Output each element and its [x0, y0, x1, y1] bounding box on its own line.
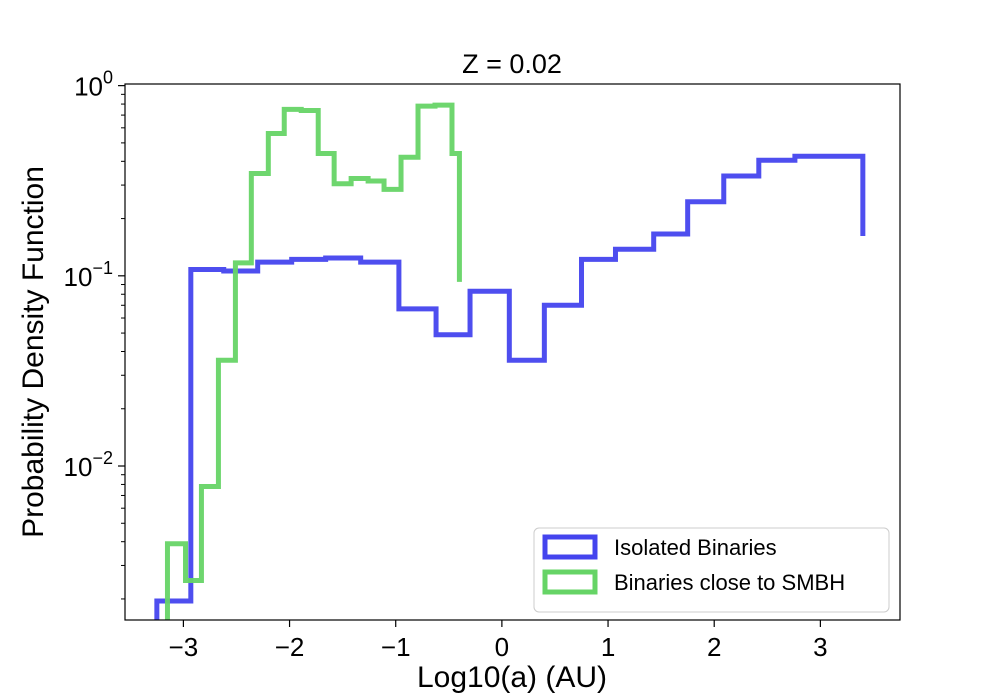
histogram-step-binaries-close-to-smbh [164, 102, 462, 620]
histogram-bin-binaries-close-to-smbh [384, 189, 401, 620]
histogram-bin-binaries-close-to-smbh [368, 181, 384, 620]
x-tick-label: −3 [169, 632, 199, 662]
y-tick-label: 10−2 [64, 448, 113, 482]
histogram-bin-binaries-close-to-smbh [167, 544, 185, 620]
x-tick-label: 2 [707, 632, 721, 662]
x-tick-label: 3 [813, 632, 827, 662]
legend-swatch-isolated-binaries [542, 534, 598, 560]
histogram-bin-binaries-close-to-smbh [401, 157, 418, 620]
histogram-bin-binaries-close-to-smbh [301, 111, 318, 620]
histogram-bin-binaries-close-to-smbh [284, 109, 301, 620]
histogram-bin-binaries-close-to-smbh [418, 106, 435, 620]
histogram-bin-binaries-close-to-smbh [268, 134, 284, 620]
x-tick-label: −1 [381, 632, 411, 662]
legend-swatch-binaries-close-to-smbh [542, 569, 598, 595]
histogram-bin-binaries-close-to-smbh [351, 178, 368, 620]
legend-box [533, 527, 890, 613]
histogram-bin-binaries-close-to-smbh [334, 184, 351, 620]
histogram-bin-binaries-close-to-smbh [201, 487, 218, 620]
histogram-bin-binaries-close-to-smbh [318, 153, 334, 620]
histogram-bin-binaries-close-to-smbh [435, 105, 452, 620]
histogram-bin-binaries-close-to-smbh [186, 581, 202, 620]
histogram-bin-binaries-close-to-smbh [235, 263, 251, 620]
x-tick-label: 1 [601, 632, 615, 662]
histogram-bin-binaries-close-to-smbh [251, 174, 268, 620]
legend: Isolated Binaries Binaries close to SMBH [533, 527, 890, 613]
legend-label-binaries-close-to-smbh: Binaries close to SMBH [614, 570, 845, 595]
histogram-bin-binaries-close-to-smbh [452, 153, 459, 620]
chart-title: Z = 0.02 [462, 49, 562, 79]
y-tick-label: 10−1 [64, 258, 113, 292]
x-tick-label: −2 [275, 632, 305, 662]
y-tick-label: 100 [74, 68, 113, 102]
legend-label-isolated-binaries: Isolated Binaries [614, 535, 777, 560]
x-axis-label: Log10(a) (AU) [417, 661, 607, 694]
histogram-step-isolated-binaries [154, 153, 866, 620]
histogram-bin-isolated-binaries [470, 291, 509, 620]
series-binaries-close-to-smbh [164, 102, 462, 620]
histogram-bin-binaries-close-to-smbh [218, 360, 235, 620]
series-isolated-binaries [154, 153, 866, 620]
x-tick-label: 0 [495, 632, 509, 662]
y-axis-label: Probability Density Function [17, 166, 50, 538]
